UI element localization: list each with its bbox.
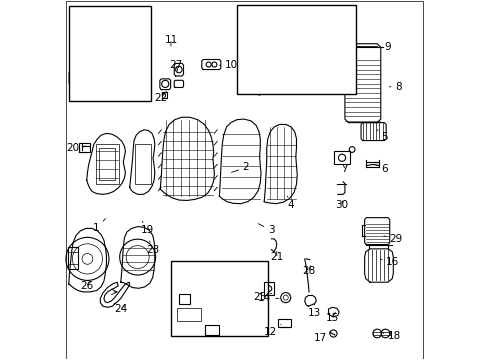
Text: 18: 18 bbox=[381, 331, 400, 341]
Text: 22: 22 bbox=[154, 91, 167, 103]
Text: 30: 30 bbox=[334, 200, 347, 210]
Bar bbox=[69, 6, 151, 101]
Text: 20: 20 bbox=[66, 143, 85, 153]
Text: 17: 17 bbox=[313, 333, 330, 343]
Bar bbox=[99, 148, 115, 180]
Text: 19: 19 bbox=[141, 221, 154, 235]
Text: 29: 29 bbox=[383, 234, 402, 244]
Bar bbox=[96, 144, 119, 184]
Bar bbox=[177, 308, 201, 320]
Text: 27: 27 bbox=[169, 60, 183, 71]
Bar bbox=[204, 325, 219, 335]
Text: 5: 5 bbox=[376, 130, 386, 142]
Text: 12: 12 bbox=[263, 324, 281, 337]
Bar bbox=[277, 319, 291, 327]
Bar bbox=[79, 143, 89, 152]
Text: 16: 16 bbox=[380, 257, 399, 267]
Text: 26: 26 bbox=[80, 281, 93, 291]
Bar bbox=[179, 294, 190, 304]
Text: 1: 1 bbox=[92, 219, 105, 233]
Text: 15: 15 bbox=[325, 312, 338, 323]
Text: 28: 28 bbox=[302, 266, 315, 276]
Text: 6: 6 bbox=[374, 164, 386, 174]
Text: 4: 4 bbox=[287, 196, 294, 210]
Text: 11: 11 bbox=[164, 35, 177, 46]
Bar bbox=[333, 151, 349, 164]
Text: 14: 14 bbox=[258, 293, 278, 303]
Text: 24: 24 bbox=[114, 304, 127, 314]
Text: 23: 23 bbox=[146, 241, 160, 255]
Text: 21: 21 bbox=[269, 251, 283, 262]
Text: 13: 13 bbox=[307, 304, 321, 318]
Text: 2: 2 bbox=[231, 162, 249, 172]
Bar bbox=[171, 261, 267, 336]
Text: 25: 25 bbox=[252, 292, 271, 302]
Text: 3: 3 bbox=[258, 224, 274, 235]
Bar bbox=[68, 247, 78, 269]
Text: 8: 8 bbox=[388, 82, 401, 92]
Text: 9: 9 bbox=[378, 42, 390, 52]
Bar bbox=[135, 144, 151, 184]
Text: 10: 10 bbox=[219, 60, 238, 70]
Bar bbox=[237, 5, 355, 94]
Text: 7: 7 bbox=[341, 164, 347, 174]
Bar bbox=[264, 282, 273, 296]
